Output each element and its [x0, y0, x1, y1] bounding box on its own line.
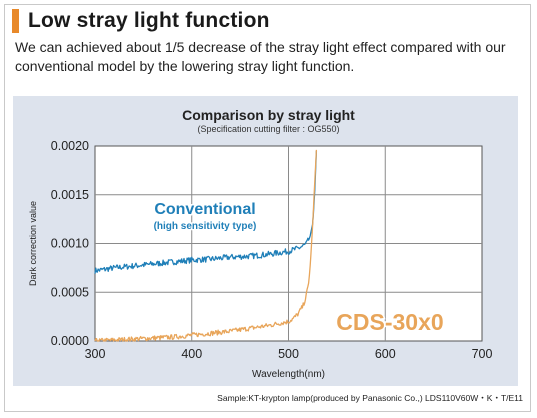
- x-tick-label: 500: [278, 347, 299, 361]
- series-line-cds-30x0: [94, 149, 318, 342]
- y-tick-label: 0.0000: [51, 334, 89, 348]
- chart-ticks: 0.0000 0.0005 0.0010 0.0015 0.0020 300 400 500 6…: [51, 139, 493, 361]
- series-line-conventional: [94, 150, 318, 274]
- heading-accent-bar: [12, 9, 19, 33]
- conventional-label: Conventional: [154, 201, 255, 218]
- x-axis-label: Wavelength(nm): [252, 369, 325, 380]
- y-tick-label: 0.0015: [51, 188, 89, 202]
- chart-series: [94, 149, 318, 342]
- x-tick-label: 600: [375, 347, 396, 361]
- chart-labels: Conventional (high sensitivity type) CDS-3…: [28, 200, 445, 381]
- x-tick-label: 400: [181, 347, 202, 361]
- section-title: Low stray light function: [28, 9, 270, 32]
- cds-30x0-label: CDS-30x0: [336, 309, 443, 335]
- y-tick-label: 0.0020: [51, 139, 89, 153]
- chart-grid: [94, 145, 483, 342]
- y-axis-label: Dark correction value: [28, 201, 38, 286]
- chart-subtitle: (Specification cutting filter : OG550): [197, 124, 340, 134]
- conventional-sublabel: (high sensitivity type): [154, 221, 257, 232]
- x-tick-label: 700: [472, 347, 493, 361]
- sample-caption: Sample:KT-krypton lamp(produced by Panas…: [217, 393, 523, 403]
- description-text: We can achieved about 1/5 decrease of th…: [15, 39, 506, 74]
- chart-title: Comparison by stray light: [182, 107, 355, 123]
- y-tick-label: 0.0010: [51, 237, 89, 251]
- x-tick-label: 300: [85, 347, 106, 361]
- y-tick-label: 0.0005: [51, 285, 89, 299]
- section-heading: Low stray light function: [12, 8, 270, 34]
